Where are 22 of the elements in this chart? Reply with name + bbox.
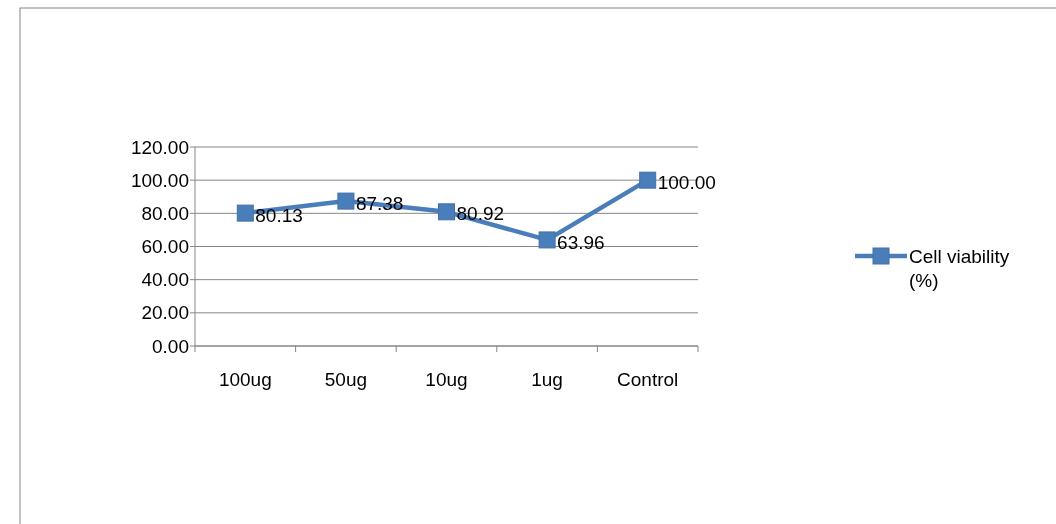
y-tick-label: 120.00 xyxy=(130,136,189,158)
point xyxy=(337,192,355,210)
y-tick-label: 0.00 xyxy=(152,335,189,357)
point xyxy=(438,203,455,221)
point xyxy=(236,204,254,222)
y-tick-label: 60.00 xyxy=(141,236,189,258)
x-tick-label: 50ug xyxy=(324,369,368,390)
y-tick-label: 20.00 xyxy=(141,302,189,324)
data-label: 63.96 xyxy=(557,231,605,253)
data-label: 80.13 xyxy=(255,204,303,226)
x-tick-label: 10ug xyxy=(425,369,468,390)
y-tick-label: 80.00 xyxy=(141,202,189,224)
x-tick-label: 100ug xyxy=(218,369,272,390)
point xyxy=(639,171,657,189)
x-tick-label: 1ug xyxy=(531,369,563,390)
y-tick-label: 40.00 xyxy=(141,269,189,291)
data-label: 80.92 xyxy=(456,203,505,225)
point xyxy=(538,231,556,249)
legend-label: Cell viability (%) xyxy=(909,245,1010,292)
x-tick-label: Control xyxy=(617,369,679,390)
y-tick-label: 100.00 xyxy=(130,169,189,191)
data-label: 100.00 xyxy=(657,171,716,193)
